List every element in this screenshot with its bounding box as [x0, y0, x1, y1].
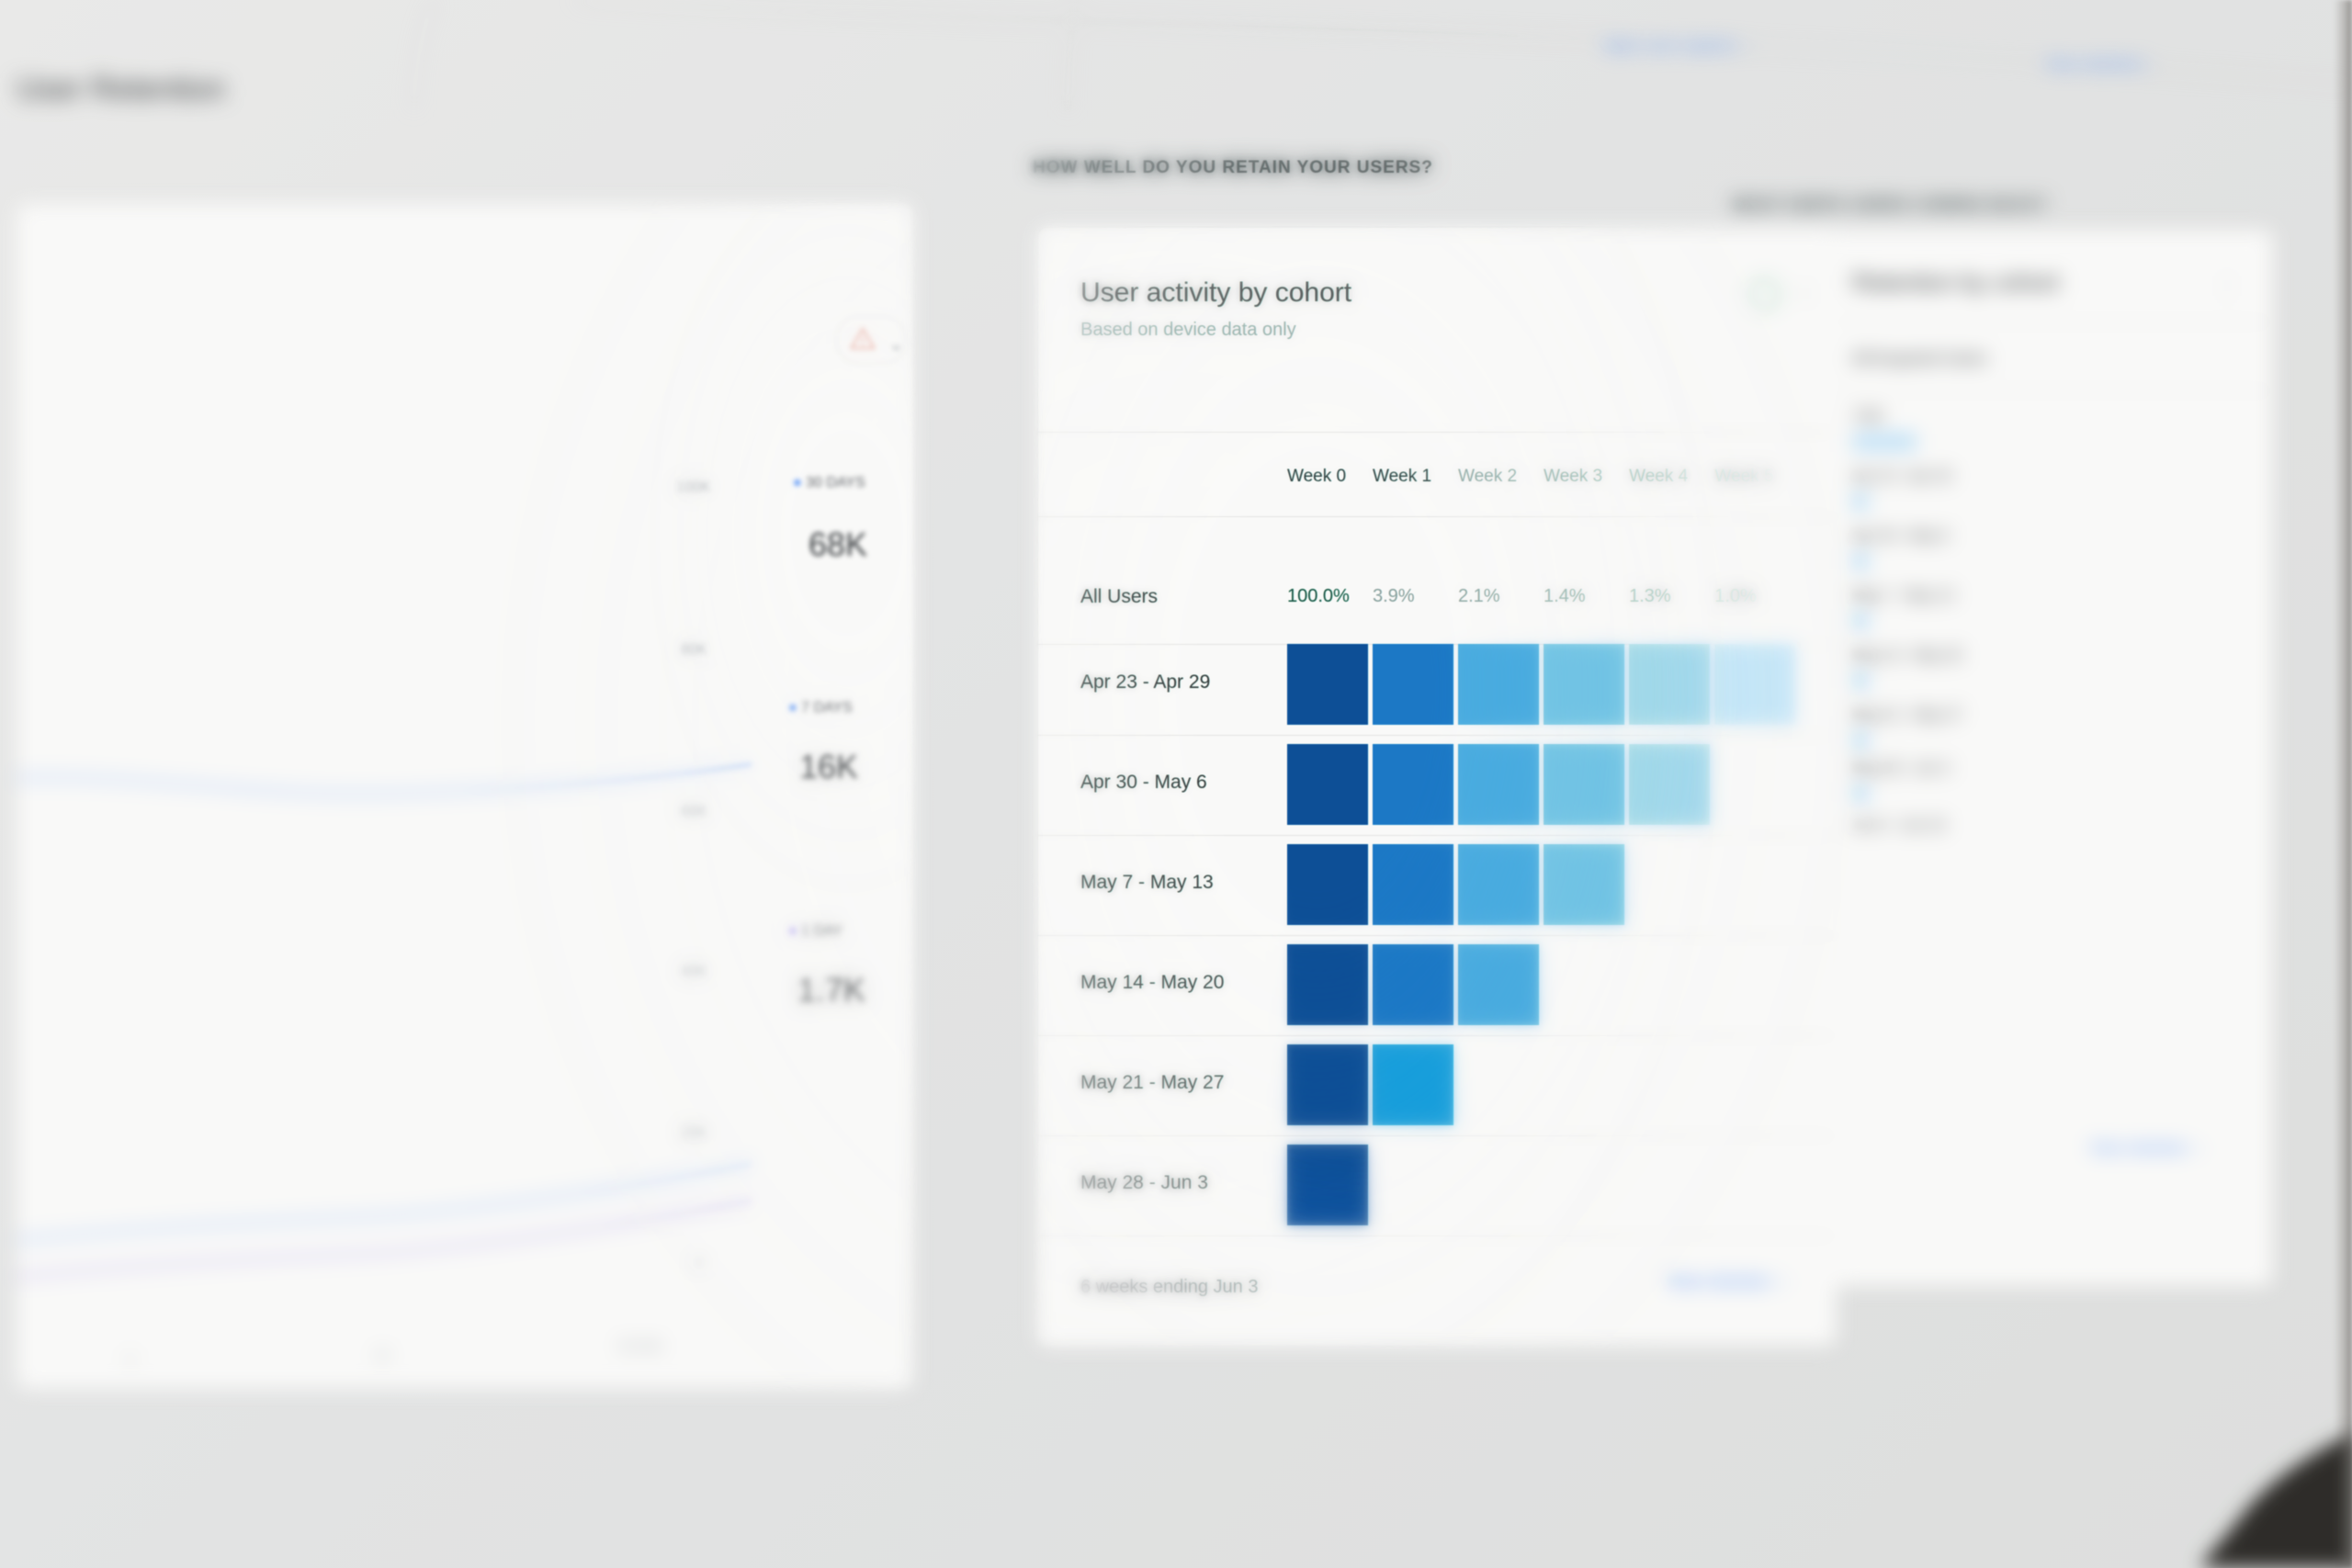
svg-text:!: ! — [862, 334, 865, 350]
